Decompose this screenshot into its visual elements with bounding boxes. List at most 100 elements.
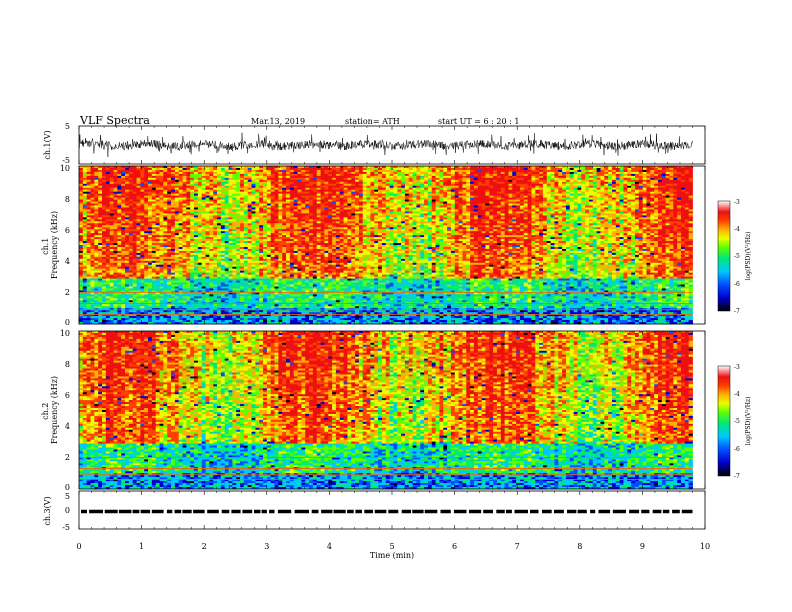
spectrogram-cell xyxy=(542,179,548,183)
spectrogram-cell xyxy=(163,197,168,200)
spectrogram-cell xyxy=(615,171,621,175)
spectrogram-cell xyxy=(102,169,107,173)
spectrogram-cell xyxy=(236,169,241,173)
spectrogram-cell xyxy=(151,175,157,179)
spectrogram-cell xyxy=(408,199,413,202)
spectrogram-cell xyxy=(228,181,233,185)
spectrogram-cell xyxy=(542,167,548,171)
spectrogram-cell xyxy=(447,171,452,175)
spectrogram-cell xyxy=(665,167,670,171)
spectrogram-cell xyxy=(381,195,387,199)
spectrogram-cell xyxy=(351,183,356,187)
spectrogram-cell xyxy=(420,175,425,179)
spectrogram-cell xyxy=(512,167,517,171)
spectrogram-cell xyxy=(623,191,628,195)
spectrogram-cell xyxy=(309,173,314,177)
spectrogram-cell xyxy=(473,201,479,204)
spectrogram-cell xyxy=(473,179,479,183)
spectrogram-cell xyxy=(178,201,183,204)
spectrogram-cell xyxy=(546,181,552,185)
spectrogram-cell xyxy=(385,197,390,200)
spectrogram-cell xyxy=(86,169,91,173)
spectrogram-cell xyxy=(144,167,149,171)
spectrogram-cell xyxy=(680,187,686,191)
spectrogram-cell xyxy=(412,177,417,181)
spectrogram-cell xyxy=(274,177,279,181)
spectrogram-cell xyxy=(550,167,555,171)
spectrogram-cell xyxy=(615,185,621,189)
spectrogram-cell xyxy=(634,181,640,185)
spectrogram-cell xyxy=(286,171,291,175)
spectrogram-cell xyxy=(289,195,295,199)
spectrogram-cell xyxy=(109,193,114,197)
spectrogram-cell xyxy=(608,183,613,187)
spectrogram-cell xyxy=(531,171,536,175)
spectrogram-cell xyxy=(324,166,329,169)
spectrogram-cell xyxy=(255,181,260,185)
spectrogram-cell xyxy=(481,171,486,175)
spectrogram-cell xyxy=(447,173,452,177)
spectrogram-cell xyxy=(661,185,667,189)
spectrogram-cell xyxy=(619,195,624,199)
spectrogram-cell xyxy=(355,189,360,193)
spectrogram-cell xyxy=(569,181,575,185)
spectrogram-cell xyxy=(439,175,444,179)
spectrogram-cell xyxy=(592,181,598,185)
spectrogram-cell xyxy=(263,177,268,181)
spectrogram-cell xyxy=(493,195,498,199)
spectrogram-cell xyxy=(220,197,226,200)
spectrogram-cell xyxy=(194,185,199,189)
spectrogram-cell xyxy=(328,177,333,181)
spectrogram-cell xyxy=(167,187,172,191)
spectrogram-cell xyxy=(174,169,180,173)
spectrogram-cell xyxy=(477,167,482,171)
spectrogram-cell xyxy=(558,179,563,183)
spectrogram-cell xyxy=(454,201,459,204)
spectrogram-cell xyxy=(182,203,187,206)
spectrogram-cell xyxy=(301,187,306,191)
spectrogram-cell xyxy=(542,171,548,175)
spectrogram-cell xyxy=(316,193,321,197)
spectrogram-cell xyxy=(546,187,552,191)
spectrogram-cell xyxy=(224,171,229,175)
spectrogram-cell xyxy=(385,201,390,204)
spectrogram-cell xyxy=(178,185,183,189)
spectrogram-cell xyxy=(424,173,429,177)
spectrogram-cell xyxy=(362,166,367,169)
spectrogram-cell xyxy=(205,175,210,179)
spectrogram-cell xyxy=(174,185,180,189)
spectrogram-cell xyxy=(144,191,149,195)
spectrogram-cell xyxy=(82,195,88,199)
spectrogram-cell xyxy=(688,189,693,193)
spectrogram-cell xyxy=(393,166,398,169)
spectrogram-cell xyxy=(427,169,433,173)
spectrogram-cell xyxy=(504,167,509,171)
spectrogram-cell xyxy=(462,201,467,204)
spectrogram-cell xyxy=(470,171,475,175)
spectrogram-cell xyxy=(623,199,628,202)
spectrogram-cell xyxy=(251,195,256,199)
spectrogram-cell xyxy=(121,199,126,202)
spectrogram-cell xyxy=(151,169,157,173)
spectrogram-cell xyxy=(443,167,448,171)
spectrogram-cell xyxy=(339,181,344,185)
spectrogram-cell xyxy=(266,195,272,199)
spectrogram-cell xyxy=(401,197,406,200)
spectrogram-cell xyxy=(646,199,651,202)
spectrogram-cell xyxy=(669,189,674,193)
spectrogram-cell xyxy=(224,195,229,199)
spectrogram-cell xyxy=(527,175,532,179)
spectrogram-cell xyxy=(117,175,122,179)
spectrogram-cell xyxy=(309,193,314,197)
spectrogram-cell xyxy=(489,187,494,191)
spectrogram-cell xyxy=(136,167,141,171)
spectrogram-cell xyxy=(431,177,436,181)
spectrogram-cell xyxy=(542,181,548,185)
spectrogram-cell xyxy=(289,179,295,183)
spectrogram-cell xyxy=(251,203,256,206)
spectrogram-cell xyxy=(213,171,218,175)
spectrogram-cell xyxy=(393,193,398,197)
spectrogram-cell xyxy=(251,171,256,175)
spectrogram-cell xyxy=(443,191,448,195)
spectrogram-cell xyxy=(592,179,598,183)
